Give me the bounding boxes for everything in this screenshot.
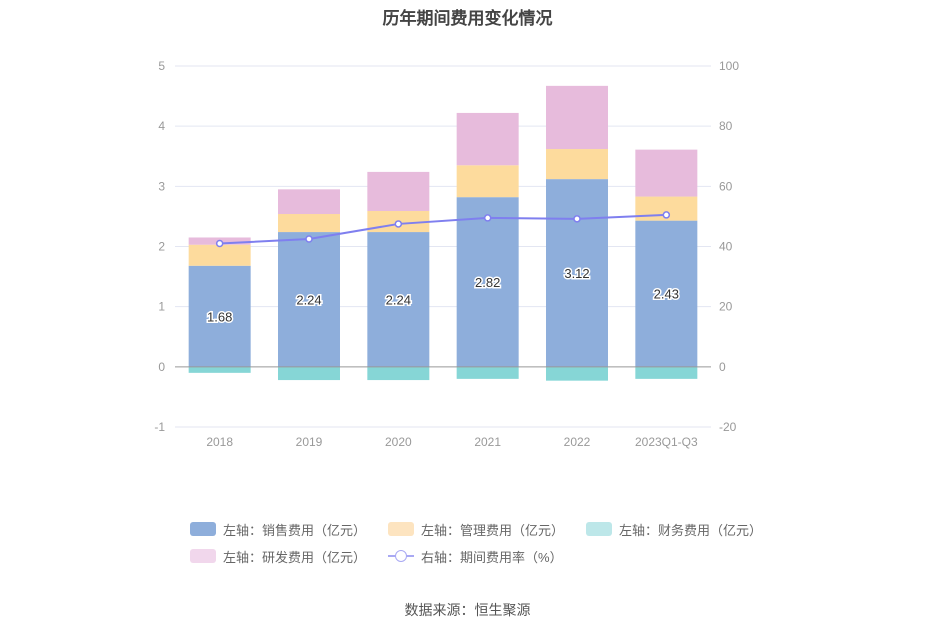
- legend-label-sales: 左轴：销售费用（亿元）: [223, 522, 367, 538]
- data-label: 3.12: [564, 266, 589, 281]
- chart-title: 历年期间费用变化情况: [382, 9, 553, 28]
- bar-segment: [635, 220, 698, 367]
- legend-item-admin[interactable]: 左轴：管理费用（亿元）: [388, 520, 564, 538]
- y-right-tick-label: 0: [719, 360, 726, 374]
- bar-segment: [546, 366, 608, 381]
- expense-ratio-point: [662, 211, 671, 219]
- bar-segment: [456, 112, 519, 166]
- line-layer: [215, 211, 671, 248]
- bar-segment: [367, 171, 430, 212]
- bar-segment: [278, 189, 340, 215]
- bar-segment: [278, 366, 340, 381]
- bar-segment: [456, 197, 519, 367]
- data-label: 2.24: [386, 292, 411, 307]
- legend-line-marker-icon: [388, 549, 415, 563]
- data-label: 2.24: [296, 292, 321, 307]
- expense-ratio-point: [394, 220, 403, 228]
- bar-segment: [278, 232, 340, 367]
- legend-label-finance: 左轴：财务费用（亿元）: [619, 522, 763, 538]
- bar-segment: [367, 366, 430, 381]
- legend-item-sales[interactable]: 左轴：销售费用（亿元）: [190, 520, 366, 538]
- legend-item-expense-ratio[interactable]: 右轴：期间费用率（%）: [388, 547, 563, 565]
- expense-ratio-point: [305, 235, 313, 243]
- legend-item-finance[interactable]: 左轴：财务费用（亿元）: [586, 520, 762, 538]
- expense-ratio-point: [573, 215, 581, 223]
- legend-row-1: 左轴：销售费用（亿元） 左轴：管理费用（亿元） 左轴：财务费用（亿元）: [190, 520, 790, 538]
- axis-layer: -1 0 1 2 3 4 5 -20 0 20 40 60 80 100 2018 2019 2020 2021 2…: [154, 59, 739, 449]
- y-left-tick-label: 1: [158, 300, 165, 314]
- bar-segment: [456, 165, 519, 198]
- legend-swatch-admin: [388, 522, 415, 536]
- x-tick-label: 2020: [385, 435, 412, 449]
- source-note: 数据来源：恒生聚源: [404, 602, 531, 618]
- bar-segment: [188, 244, 251, 266]
- bar-segment: [546, 179, 608, 367]
- y-left-tick-label: 5: [158, 59, 165, 73]
- data-label: 2.43: [654, 287, 679, 302]
- legend: 左轴：销售费用（亿元） 左轴：管理费用（亿元） 左轴：财务费用（亿元） 左轴：研…: [190, 520, 790, 574]
- x-tick-label: 2019: [296, 435, 323, 449]
- bar-segment: [635, 149, 698, 197]
- x-tick-label: 2018: [206, 435, 233, 449]
- y-right-tick-label: 100: [719, 59, 739, 73]
- bar-segment: [367, 232, 430, 367]
- label-layer: 1.68 2.24 2.24 2.82 3.12 2.43: [206, 264, 681, 325]
- y-right-tick-label: 80: [719, 119, 733, 133]
- y-right-tick-label: 60: [719, 179, 733, 193]
- legend-line-dot: [395, 550, 408, 562]
- y-right-tick-label: -20: [719, 420, 737, 434]
- grid-layer: [175, 65, 711, 428]
- y-left-tick-label: 4: [158, 119, 165, 133]
- data-label: 1.68: [207, 309, 232, 324]
- x-tick-label: 2023Q1-Q3: [635, 435, 698, 449]
- legend-label-rnd: 左轴：研发费用（亿元）: [223, 549, 367, 565]
- y-left-tick-label: -1: [154, 420, 165, 434]
- y-right-tick-label: 20: [719, 300, 733, 314]
- legend-swatch-rnd: [190, 549, 216, 563]
- expense-ratio-line: [219, 213, 667, 245]
- bar-segment: [456, 366, 519, 379]
- legend-swatch-finance: [586, 522, 613, 536]
- bar-segment: [546, 85, 608, 150]
- legend-label-expense-ratio: 右轴：期间费用率（%）: [421, 549, 563, 565]
- bar-segment: [546, 149, 608, 180]
- bar-segment: [635, 366, 698, 379]
- y-left-tick-label: 0: [158, 360, 165, 374]
- y-left-tick-label: 2: [158, 240, 165, 254]
- bar-segment: [188, 265, 251, 367]
- y-right-tick-label: 40: [719, 240, 733, 254]
- y-left-tick-label: 3: [158, 179, 165, 193]
- expense-ratio-point: [483, 214, 492, 222]
- legend-label-admin: 左轴：管理费用（亿元）: [421, 522, 565, 538]
- bar-segment: [278, 214, 340, 233]
- bar-layer: [188, 85, 698, 381]
- legend-row-2: 左轴：研发费用（亿元） 右轴：期间费用率（%）: [190, 547, 790, 565]
- x-tick-label: 2022: [564, 435, 591, 449]
- legend-swatch-sales: [190, 522, 216, 536]
- legend-item-rnd[interactable]: 左轴：研发费用（亿元）: [190, 547, 366, 565]
- x-tick-label: 2021: [474, 435, 501, 449]
- data-label: 2.82: [475, 275, 500, 290]
- bar-segment: [188, 366, 251, 373]
- expense-ratio-point: [215, 239, 224, 248]
